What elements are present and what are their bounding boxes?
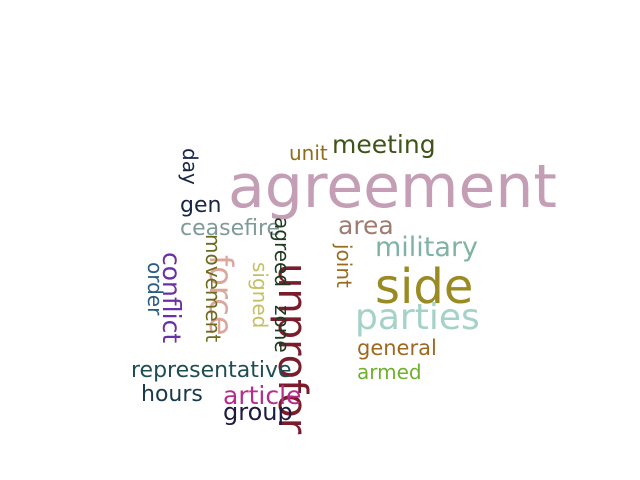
word-zone: zone <box>270 305 294 353</box>
word-area: area <box>338 211 394 240</box>
word-unprofor: unprofor <box>269 263 315 435</box>
word-side: side <box>375 259 473 315</box>
word-joint: joint <box>332 243 356 288</box>
word-general: general <box>357 336 437 360</box>
word-agreement: agreement <box>228 152 557 222</box>
word-order: order <box>143 262 167 316</box>
word-representative: representative <box>131 358 292 383</box>
word-article: article <box>223 381 301 410</box>
word-signed: signed <box>248 262 272 328</box>
word-ceasefire: ceasefire <box>180 216 280 241</box>
word-force: force <box>202 255 240 336</box>
word-meeting: meeting <box>332 130 436 159</box>
word-unit: unit <box>289 141 328 165</box>
word-movement: movement <box>201 234 225 342</box>
word-day: day <box>178 148 202 185</box>
word-group: group <box>223 398 293 426</box>
word-parties: parties <box>355 297 480 338</box>
word-hours: hours <box>141 382 203 407</box>
word-conflict: conflict <box>157 252 186 343</box>
word-agreed: agreed <box>270 217 294 287</box>
word-armed: armed <box>357 360 422 384</box>
word-military: military <box>375 232 478 263</box>
word-gen: gen <box>180 193 221 218</box>
